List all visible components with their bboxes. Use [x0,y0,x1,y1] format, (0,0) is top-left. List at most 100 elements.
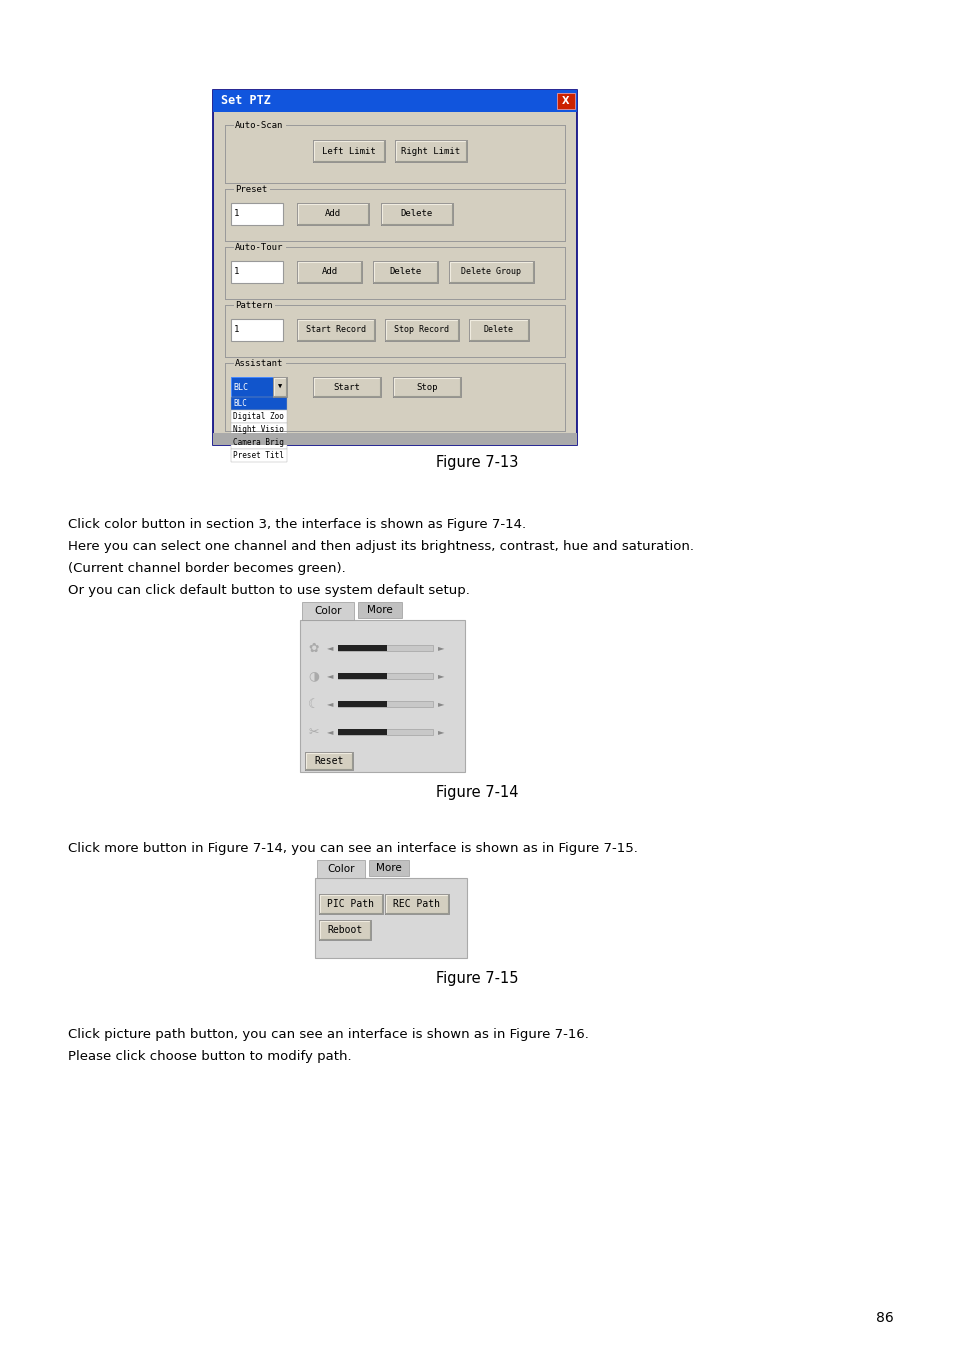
Bar [337,729,433,734]
Text: Reboot: Reboot [327,925,362,936]
Bar [273,377,287,397]
Text: ✂: ✂ [309,725,319,738]
Text: Stop Record: Stop Record [395,325,449,335]
Text: Auto-Tour: Auto-Tour [234,243,283,251]
Text: ☾: ☾ [308,698,319,710]
Bar [231,319,283,342]
Bar [557,93,575,109]
Bar [213,90,577,446]
Bar [231,397,287,410]
Bar [357,602,401,618]
Bar [296,202,369,225]
Text: BLC: BLC [233,400,247,408]
Bar [337,645,387,651]
Text: ►: ► [437,671,444,680]
Text: ◄: ◄ [327,728,333,737]
Text: More: More [375,863,401,873]
Text: Click picture path button, you can see an interface is shown as in Figure 7-16.: Click picture path button, you can see a… [68,1027,588,1041]
Text: ◄: ◄ [327,671,333,680]
Bar [231,410,287,423]
Text: Reset: Reset [314,756,343,765]
Bar [337,645,433,651]
Bar [318,919,371,940]
Bar [313,377,380,397]
Bar [393,377,460,397]
Text: PIC Path: PIC Path [327,899,375,909]
Text: BLC: BLC [233,382,248,391]
Bar [231,423,287,436]
Text: ►: ► [437,644,444,652]
Text: ►: ► [437,728,444,737]
Bar [231,261,283,284]
Text: ◄: ◄ [327,699,333,709]
Text: Stop: Stop [416,382,437,391]
Text: (Current channel border becomes green).: (Current channel border becomes green). [68,562,345,575]
Bar [395,140,467,162]
Text: Delete: Delete [483,325,514,335]
Text: Left Limit: Left Limit [322,147,375,155]
Text: Color: Color [314,606,341,616]
Bar [373,261,437,284]
Text: ✿: ✿ [309,641,319,655]
Text: Delete Group: Delete Group [461,267,521,277]
Bar [318,894,382,914]
Bar [316,860,365,878]
Text: Or you can click default button to use system default setup.: Or you can click default button to use s… [68,585,470,597]
Text: Click more button in Figure 7-14, you can see an interface is shown as in Figure: Click more button in Figure 7-14, you ca… [68,842,638,855]
Bar [213,433,577,446]
Bar [449,261,534,284]
Text: Start Record: Start Record [306,325,366,335]
Bar [385,894,449,914]
Text: Assistant: Assistant [234,359,283,367]
Text: Camera Brig: Camera Brig [233,437,284,447]
Bar [231,377,273,397]
Text: Digital Zoo: Digital Zoo [233,412,284,421]
Text: ◑: ◑ [308,670,319,683]
Text: Pattern: Pattern [234,301,273,309]
Bar [337,701,433,707]
Bar [305,752,353,769]
Text: 1: 1 [233,209,239,219]
Text: ▼: ▼ [277,383,282,390]
Text: Preset Titl: Preset Titl [233,451,284,460]
Text: More: More [367,605,393,616]
Bar [231,450,287,462]
Bar [337,674,433,679]
Text: Click color button in section 3, the interface is shown as Figure 7-14.: Click color button in section 3, the int… [68,518,525,531]
Bar [302,602,354,620]
Bar [337,701,387,707]
Text: Night Visio: Night Visio [233,425,284,433]
Text: REC Path: REC Path [393,899,440,909]
Bar [337,674,387,679]
Text: Right Limit: Right Limit [401,147,460,155]
Text: Figure 7-14: Figure 7-14 [436,784,517,799]
Text: Add: Add [321,267,337,277]
Text: Start: Start [334,382,360,391]
Bar [313,140,385,162]
Text: Delete: Delete [389,267,421,277]
Text: Figure 7-13: Figure 7-13 [436,455,517,470]
Bar [231,202,283,225]
Text: Auto-Scan: Auto-Scan [234,120,283,130]
Bar [213,90,577,112]
Bar [369,860,409,876]
Text: Set PTZ: Set PTZ [221,95,271,108]
Text: Delete: Delete [400,209,433,219]
Bar [469,319,529,342]
Text: Please click choose button to modify path.: Please click choose button to modify pat… [68,1050,352,1062]
Text: Add: Add [325,209,341,219]
Bar [231,436,287,450]
Text: Figure 7-15: Figure 7-15 [436,971,517,986]
Bar [296,319,375,342]
Bar [299,620,464,772]
Bar [385,319,458,342]
Text: X: X [561,96,569,107]
Text: 1: 1 [233,325,239,335]
Bar [296,261,361,284]
Bar [314,878,467,958]
Text: Here you can select one channel and then adjust its brightness, contrast, hue an: Here you can select one channel and then… [68,540,693,553]
Text: ◄: ◄ [327,644,333,652]
Text: Preset: Preset [234,185,267,193]
Text: 1: 1 [233,267,239,277]
Bar [337,729,387,734]
